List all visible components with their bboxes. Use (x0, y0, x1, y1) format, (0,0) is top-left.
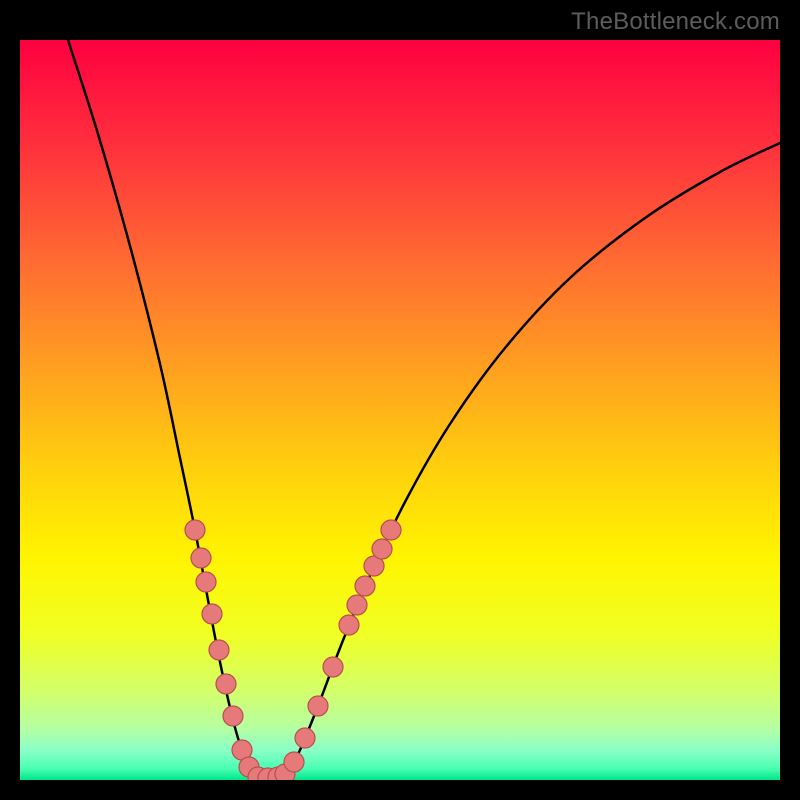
data-marker (323, 657, 343, 677)
data-marker (295, 728, 315, 748)
data-marker (339, 615, 359, 635)
data-marker (191, 548, 211, 568)
data-marker (284, 752, 304, 772)
data-marker (347, 595, 367, 615)
outer-frame: TheBottleneck.com (0, 0, 800, 800)
marker-group (185, 520, 401, 780)
data-marker (308, 696, 328, 716)
data-marker (202, 604, 222, 624)
data-marker (209, 640, 229, 660)
data-marker (355, 576, 375, 596)
curve-right-branch (280, 143, 780, 778)
data-marker (216, 674, 236, 694)
data-marker (372, 539, 392, 559)
curve-left-branch (68, 40, 260, 778)
data-marker (381, 520, 401, 540)
data-marker (185, 520, 205, 540)
plot-area (20, 40, 780, 780)
data-marker (196, 572, 216, 592)
watermark-text: TheBottleneck.com (571, 8, 780, 36)
data-marker (223, 706, 243, 726)
curve-layer (20, 40, 780, 780)
